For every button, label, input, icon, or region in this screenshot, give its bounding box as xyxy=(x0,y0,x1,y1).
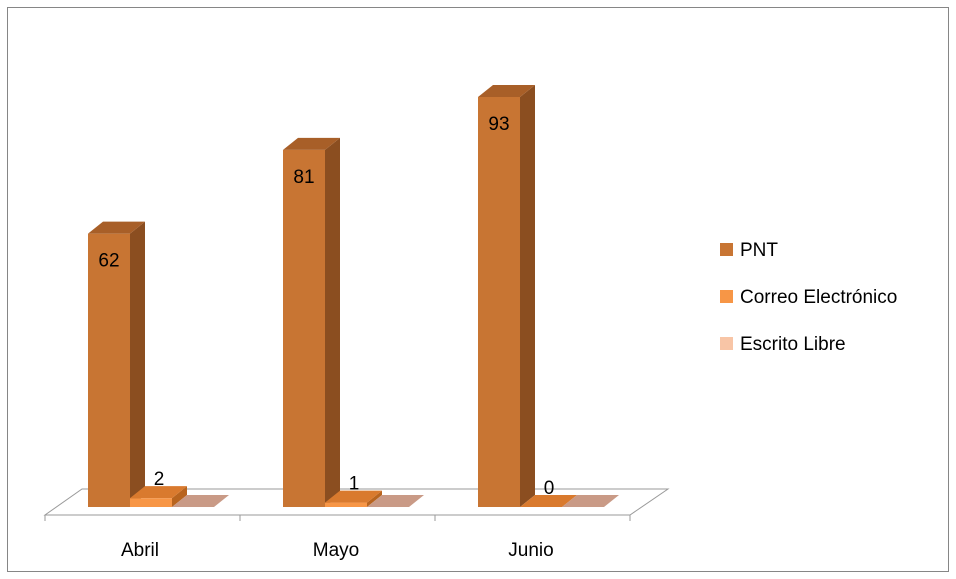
data-label: 2 xyxy=(154,469,165,490)
bar-front xyxy=(325,502,367,507)
x-tick-label: Mayo xyxy=(313,540,359,561)
bar-front xyxy=(130,498,172,507)
data-label: 81 xyxy=(293,167,314,188)
bar xyxy=(283,137,340,507)
bar-top xyxy=(367,495,424,507)
legend-label: PNT xyxy=(740,240,778,261)
bar-top xyxy=(325,490,382,503)
x-tick-label: Junio xyxy=(508,540,553,561)
legend-swatch xyxy=(720,243,733,256)
bar xyxy=(172,495,229,508)
data-label: 0 xyxy=(544,478,555,499)
data-label: 62 xyxy=(98,251,119,272)
bar-front xyxy=(478,97,520,507)
bar-side xyxy=(325,137,340,507)
legend: PNT Correo Electrónico Escrito Libre xyxy=(720,240,897,355)
legend-swatch xyxy=(720,337,733,350)
bar-front xyxy=(283,149,325,507)
bar-top xyxy=(283,137,340,150)
bar-side xyxy=(172,486,187,507)
bar xyxy=(520,495,577,508)
bar-top xyxy=(562,495,619,507)
bar-top xyxy=(88,221,145,234)
bar-top xyxy=(478,85,535,97)
bar-side xyxy=(130,221,145,507)
bar xyxy=(88,221,145,507)
legend-swatch xyxy=(720,290,733,303)
bar-side xyxy=(520,85,535,507)
bar xyxy=(478,85,535,507)
bar xyxy=(367,495,424,508)
x-tick-label: Abril xyxy=(121,540,159,561)
x-axis-labels: Abril Mayo Junio xyxy=(121,540,554,561)
legend-label: Escrito Libre xyxy=(740,334,846,355)
bar-top xyxy=(520,495,577,507)
legend-label: Correo Electrónico xyxy=(740,287,897,308)
bar-top xyxy=(130,486,187,499)
bar xyxy=(325,490,382,507)
bars-group: 62 2 81 1 93 0 xyxy=(88,85,619,508)
bar-top xyxy=(172,495,229,507)
data-label: 1 xyxy=(349,474,360,495)
bar-side xyxy=(367,490,382,507)
data-label: 93 xyxy=(488,114,509,135)
bar xyxy=(562,495,619,508)
bar-front xyxy=(88,233,130,507)
bar xyxy=(130,486,187,507)
